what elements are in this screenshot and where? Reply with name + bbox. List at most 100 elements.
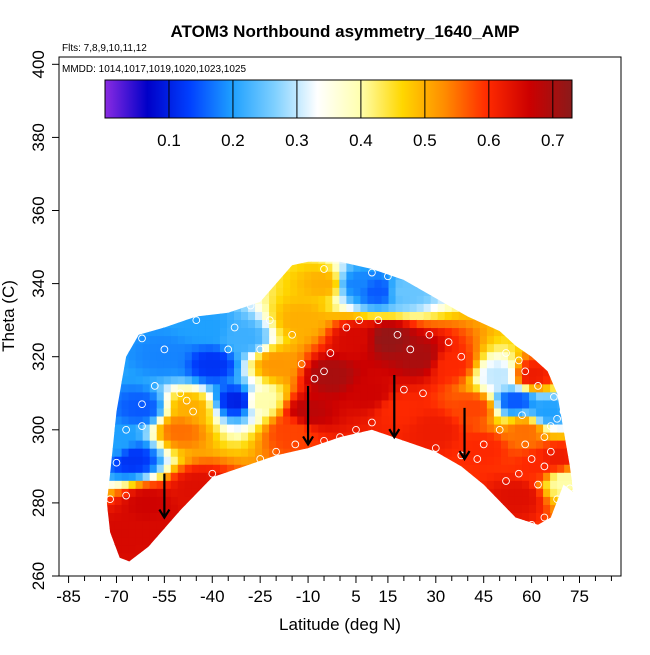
heatmap-cell [276,383,284,393]
heatmap-cell [106,319,109,329]
heatmap-cell [318,456,326,465]
heatmap-cell [170,464,179,473]
heatmap-cell [367,480,376,489]
heatmap-cell [212,351,221,361]
heatmap-cell [163,327,172,337]
heatmap-cell [451,488,460,497]
heatmap-cell [339,464,347,473]
heatmap-cell [479,399,488,409]
heatmap-cell [262,295,270,304]
observation-point [534,480,542,489]
heatmap-cell [191,512,200,522]
heatmap-cell [550,383,558,393]
heatmap-cell [184,367,193,377]
heatmap-cell [479,415,488,425]
heatmap-cell [318,383,326,393]
heatmap-cell [304,279,312,288]
heatmap-cell [177,295,186,304]
heatmap-cell [529,464,537,473]
heatmap-cell [198,456,207,465]
heatmap-cell [529,303,537,312]
heatmap-cell [423,544,432,554]
heatmap-cell [233,480,242,489]
heatmap-cell [409,504,418,513]
heatmap-cell [353,295,362,304]
heatmap-cell [388,456,397,465]
heatmap-cell [416,440,425,449]
heatmap-cell [156,375,165,385]
heatmap-cell [163,432,172,441]
heatmap-cell [297,552,305,562]
heatmap-cell [437,496,446,505]
heatmap-cell [149,295,158,304]
heatmap-cell [255,319,263,329]
heatmap-cell [500,488,509,497]
heatmap-cell [430,359,439,369]
heatmap-cell [395,319,404,329]
heatmap-cell [444,335,453,345]
heatmap-cell [290,544,298,554]
heatmap-cell [346,261,355,264]
heatmap-cell [290,504,298,513]
heatmap-cell [149,464,158,473]
heatmap-cell [493,261,502,264]
heatmap-cell [423,504,432,513]
heatmap-cell [114,504,123,513]
heatmap-cell [262,448,270,457]
heatmap-cell [395,464,404,473]
heatmap-cell [451,448,460,457]
heatmap-cell [226,560,235,562]
heatmap-cell [318,399,326,409]
heatmap-cell [536,247,544,256]
heatmap-cell [381,351,390,361]
heatmap-cell [360,383,369,393]
heatmap-cell [507,472,516,481]
heatmap-cell [128,560,137,562]
heatmap-cell [395,407,404,417]
heatmap-cell [388,432,397,441]
heatmap-cell [536,311,544,321]
heatmap-cell [318,247,326,256]
observation-point [479,440,488,449]
heatmap-cell [514,367,523,377]
observation-point [150,382,159,390]
heatmap-cell [226,327,235,337]
heatmap-cell [543,544,551,554]
heatmap-cell [304,359,312,369]
heatmap-cell [135,480,144,489]
heatmap-cell [507,287,516,296]
heatmap-cell [458,261,467,264]
heatmap-cell [571,512,574,522]
heatmap-cell [205,335,214,345]
heatmap-cell [564,391,572,401]
heatmap-cell [500,432,509,441]
heatmap-cell [255,423,263,433]
heatmap-cell [444,263,453,272]
heatmap-cell [290,287,298,296]
heatmap-cell [121,544,130,554]
heatmap-cell [106,456,109,465]
heatmap-cell [522,295,530,304]
heatmap-cell [177,279,186,288]
heatmap-cell [233,448,242,457]
heatmap-cell [128,263,137,272]
heatmap-cell [149,335,158,345]
heatmap-cell [360,488,369,497]
heatmap-cell [297,383,305,393]
heatmap-cell [472,407,481,417]
heatmap-cell [416,464,425,473]
heatmap-cell [121,423,130,433]
heatmap-cell [402,504,411,513]
heatmap-cell [212,432,221,441]
heatmap-cell [557,496,565,505]
heatmap-cell [458,512,467,522]
heatmap-cell [536,415,544,425]
heatmap-cells [106,247,574,562]
observation-point [182,396,191,405]
heatmap-cell [142,319,151,329]
heatmap-cell [233,552,242,562]
heatmap-cell [262,552,270,562]
heatmap-cell [444,432,453,441]
heatmap-cell [241,319,249,329]
heatmap-cell [283,303,291,312]
